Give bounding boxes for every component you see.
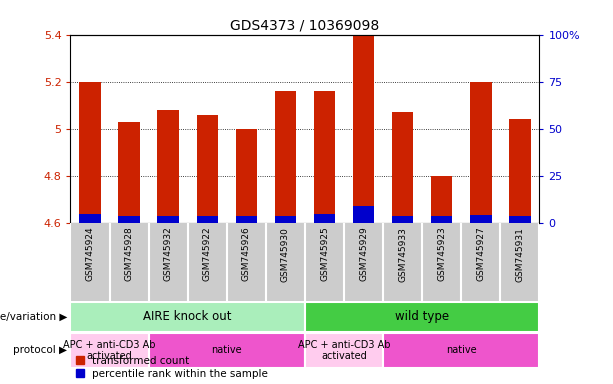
- Bar: [314, 215, 335, 223]
- Bar: [158, 216, 179, 223]
- Text: GSM745923: GSM745923: [437, 227, 446, 281]
- Bar: [118, 216, 140, 223]
- Bar: [314, 91, 335, 223]
- Text: APC + anti-CD3 Ab
activated: APC + anti-CD3 Ab activated: [63, 339, 156, 361]
- Bar: [275, 91, 296, 223]
- Text: GSM745933: GSM745933: [398, 227, 407, 281]
- Text: GSM745922: GSM745922: [203, 227, 211, 281]
- Text: GSM745930: GSM745930: [281, 227, 290, 281]
- Text: protocol ▶: protocol ▶: [13, 345, 67, 356]
- Bar: [431, 216, 452, 223]
- Bar: [392, 216, 413, 223]
- Text: APC + anti-CD3 Ab
activated: APC + anti-CD3 Ab activated: [298, 339, 390, 361]
- Text: GSM745927: GSM745927: [476, 227, 485, 281]
- Text: GSM745932: GSM745932: [164, 227, 173, 281]
- Text: GSM745931: GSM745931: [516, 227, 524, 281]
- Legend: transformed count, percentile rank within the sample: transformed count, percentile rank withi…: [75, 356, 268, 379]
- Title: GDS4373 / 10369098: GDS4373 / 10369098: [230, 18, 379, 32]
- Bar: [353, 35, 375, 223]
- Bar: [509, 216, 531, 223]
- Bar: [470, 82, 492, 223]
- Text: GSM745929: GSM745929: [359, 227, 368, 281]
- Bar: [470, 215, 492, 223]
- Text: native: native: [211, 345, 242, 356]
- Bar: [383, 333, 539, 368]
- Bar: [431, 176, 452, 223]
- Bar: [149, 333, 305, 368]
- Bar: [235, 129, 257, 223]
- Bar: [79, 82, 101, 223]
- Text: GSM745925: GSM745925: [320, 227, 329, 281]
- Bar: [197, 216, 218, 223]
- Bar: [305, 302, 539, 331]
- Bar: [509, 119, 531, 223]
- Text: GSM745928: GSM745928: [124, 227, 134, 281]
- Bar: [197, 114, 218, 223]
- Text: genotype/variation ▶: genotype/variation ▶: [0, 312, 67, 322]
- Bar: [70, 333, 149, 368]
- Bar: [235, 216, 257, 223]
- Text: GSM745924: GSM745924: [86, 227, 94, 281]
- Bar: [118, 122, 140, 223]
- Bar: [275, 216, 296, 223]
- Bar: [305, 333, 383, 368]
- Bar: [353, 206, 375, 223]
- Text: native: native: [446, 345, 476, 356]
- Bar: [79, 215, 101, 223]
- Bar: [70, 302, 305, 331]
- Text: GSM745926: GSM745926: [242, 227, 251, 281]
- Bar: [158, 110, 179, 223]
- Text: wild type: wild type: [395, 310, 449, 323]
- Text: AIRE knock out: AIRE knock out: [143, 310, 232, 323]
- Bar: [392, 112, 413, 223]
